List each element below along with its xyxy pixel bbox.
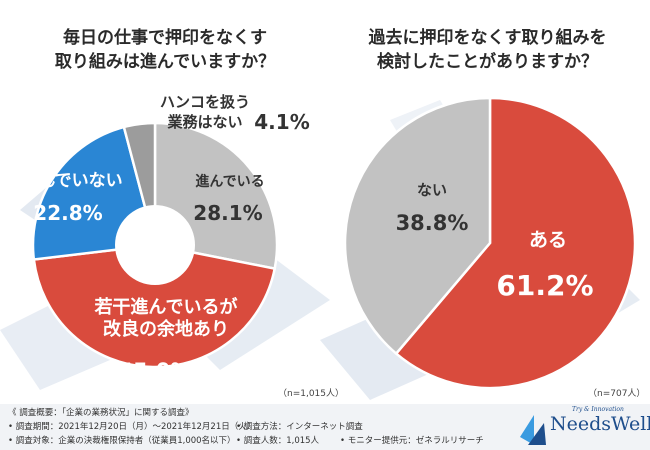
logo-tagline: Try & Innovation — [572, 406, 624, 413]
footer-survey-target: • 調査対象：企業の決裁権限保持者（従業員1,000名以下） — [8, 436, 236, 446]
right-slice-2 — [343, 96, 492, 356]
logo-name: NeedsWell — [550, 413, 650, 435]
left-value-label-3: 22.8% — [33, 201, 102, 225]
left-category-label-1: 進んでいる — [195, 174, 264, 190]
right-value-label-2: 38.8% — [396, 211, 469, 235]
left-slice-2 — [32, 243, 277, 369]
left-category-label-4: ハンコを扱う — [160, 93, 250, 111]
left-category-label-4: 業務はない — [166, 113, 242, 131]
footer-survey-overview: 《 調査概要：「企業の業務状況」に関する調査》 — [8, 408, 194, 418]
right-value-label-1: 61.2% — [496, 269, 593, 302]
right-sample-size: （n=707人） — [588, 389, 646, 399]
donut-hole — [115, 205, 195, 285]
needswell-logo-icon — [520, 415, 546, 445]
right-category-label-1: ある — [529, 229, 567, 251]
right-pie-chart: ある 61.2% ない 38.8% — [343, 96, 637, 390]
left-category-label-3: 進んでいない — [21, 171, 122, 191]
right-chart-title: 過去に押印をなくす取り組みを 検討したことがありますか？ — [368, 28, 607, 72]
right-slice-1 — [394, 96, 637, 390]
left-value-label-2: 45.0% — [119, 359, 192, 383]
right-category-label-2: ない — [417, 181, 447, 199]
footer-survey-count: • 調査人数：1,015人 — [236, 436, 320, 446]
left-sample-size: （n=1,015人） — [278, 389, 345, 399]
footer-monitor-provider: • モニター提供元：ゼネラルリサーチ — [340, 436, 484, 446]
footer-survey-period: • 調査期間：2021年12月20日（月）〜2021年12月21日（火） — [8, 422, 256, 432]
left-category-label-2: 若干進んでいるが — [93, 296, 237, 318]
left-value-label-1: 28.1% — [193, 201, 262, 225]
left-chart-title: 毎日の仕事で押印をなくす 取り組みは進んでいますか？ — [54, 28, 276, 72]
left-category-label-2: 改良の余地あり — [103, 318, 229, 340]
footer-survey-method: • 調査方法：インターネット調査 — [236, 422, 363, 432]
left-value-label-4: 4.1% — [254, 110, 309, 134]
